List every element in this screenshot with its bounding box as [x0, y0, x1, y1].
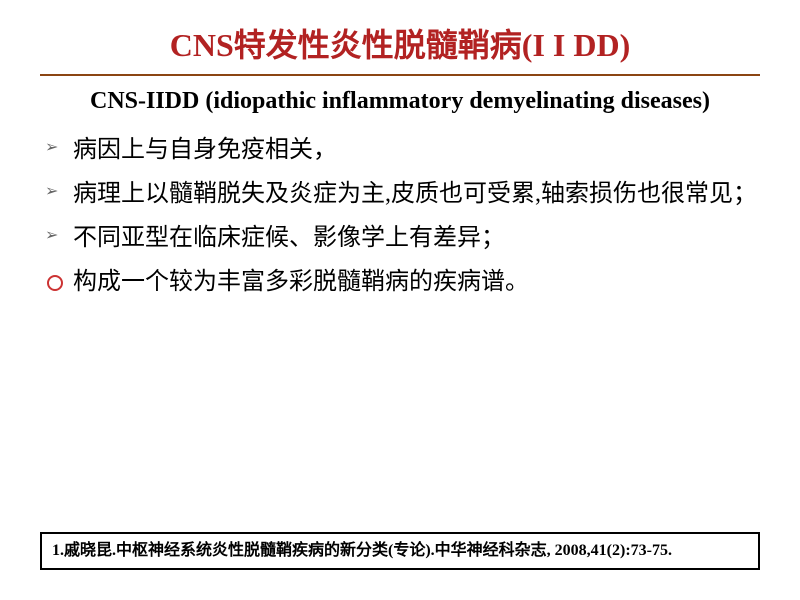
bullet-list: 病因上与自身免疫相关， 病理上以髓鞘脱失及炎症为主,皮质也可受累,轴索损伤也很常见…	[40, 132, 760, 300]
bullet-item-3: 构成一个较为丰富多彩脱髓鞘病的疾病谱。	[45, 264, 760, 300]
bullet-item-0: 病因上与自身免疫相关，	[45, 132, 760, 168]
bullet-item-2: 不同亚型在临床症候、影像学上有差异；	[45, 220, 760, 256]
slide-subtitle: CNS-IIDD (idiopathic inflammatory demyel…	[40, 86, 760, 117]
reference-citation: 1.戚晓昆.中枢神经系统炎性脱髓鞘疾病的新分类(专论).中华神经科杂志, 200…	[40, 532, 760, 570]
slide-title: CNS特发性炎性脱髓鞘病(I I DD)	[40, 20, 760, 76]
slide-container: CNS特发性炎性脱髓鞘病(I I DD) CNS-IIDD (idiopathi…	[0, 0, 800, 600]
bullet-item-1: 病理上以髓鞘脱失及炎症为主,皮质也可受累,轴索损伤也很常见；	[45, 176, 760, 212]
